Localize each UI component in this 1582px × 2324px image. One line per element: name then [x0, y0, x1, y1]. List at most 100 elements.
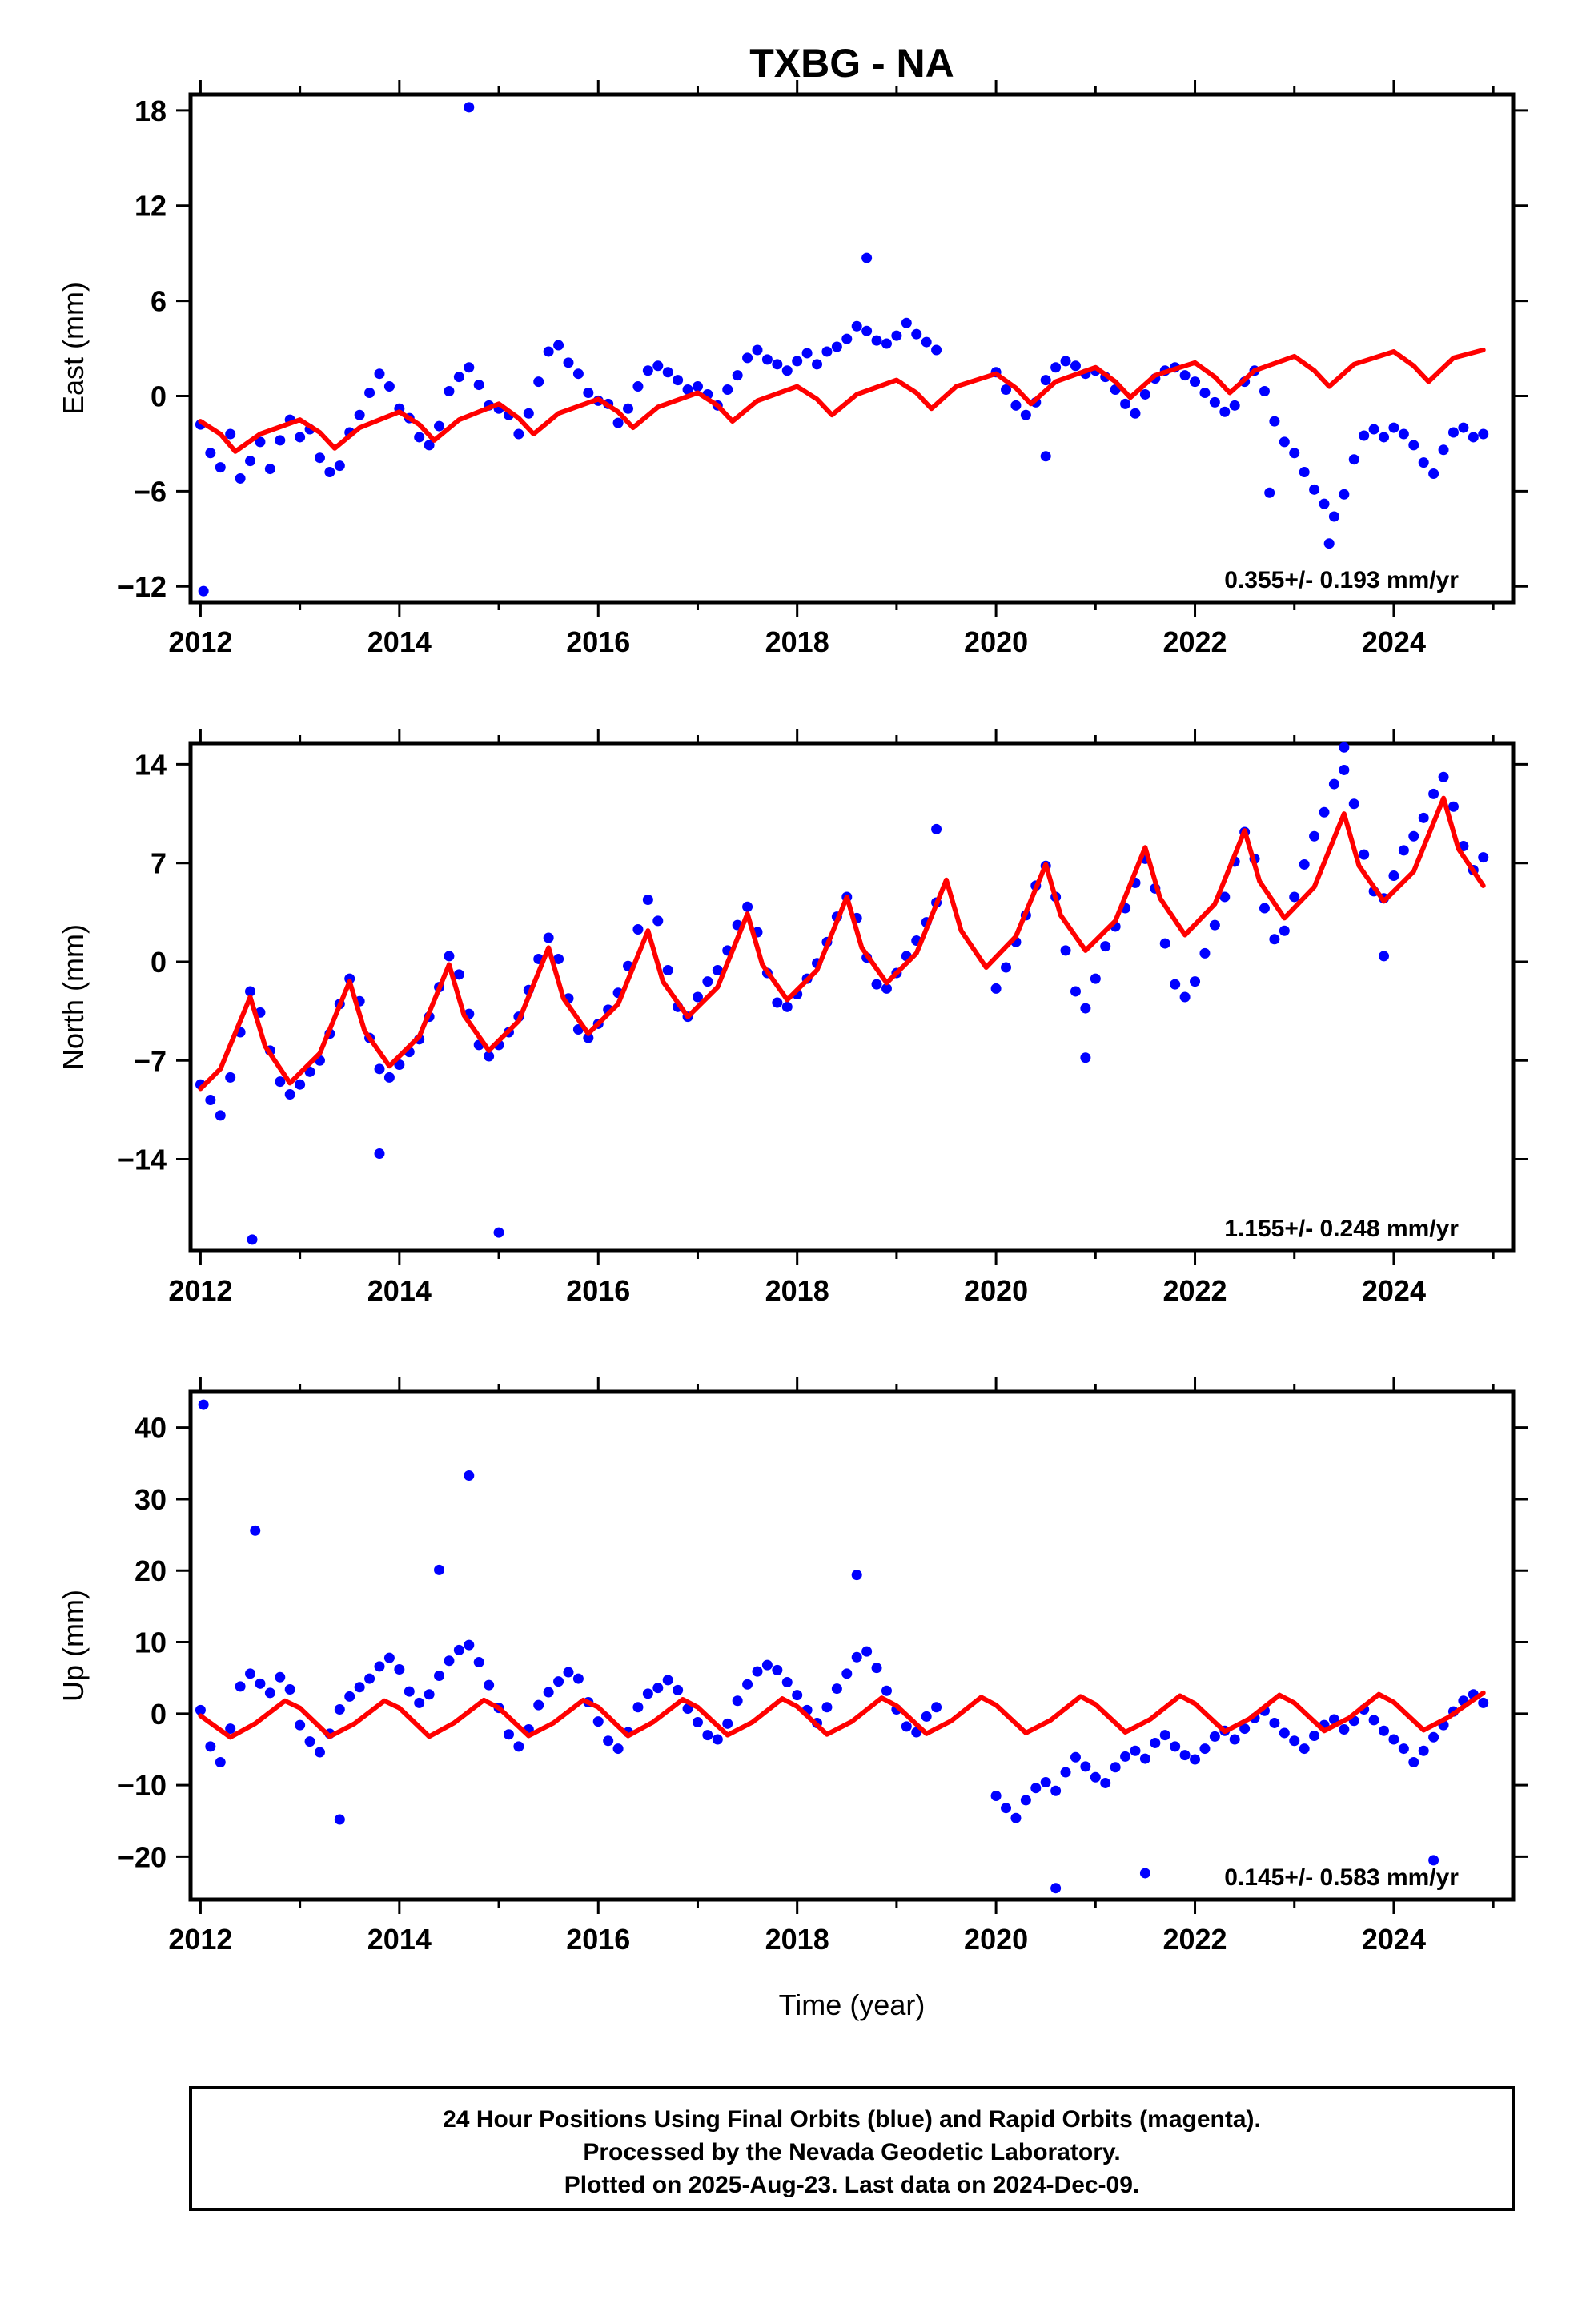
- chart-2-x-tick-label: 2020: [964, 1923, 1028, 1956]
- chart-1-data-point: [1379, 951, 1390, 962]
- chart-2-data-point: [225, 1723, 236, 1735]
- chart-1-y-tick-label: −7: [134, 1044, 167, 1077]
- chart-2-x-tick-label: 2016: [566, 1923, 630, 1956]
- chart-1-data-point: [493, 1227, 504, 1238]
- chart-0-data-point: [652, 360, 664, 372]
- chart-0-data-point: [1468, 432, 1479, 443]
- chart-2-data-point: [1289, 1735, 1300, 1747]
- chart-2-data-point: [434, 1671, 445, 1682]
- chart-0-data-point: [264, 464, 275, 475]
- chart-1-data-point: [1328, 778, 1339, 790]
- chart-2-data-point: [702, 1730, 713, 1741]
- chart-0-data-point: [772, 359, 783, 370]
- chart-0-data-point: [1348, 454, 1359, 465]
- chart-0-data-point: [513, 428, 524, 440]
- chart-2-data-point: [198, 1399, 209, 1410]
- chart-1-data-point: [712, 965, 723, 976]
- chart-1-data-point: [1219, 891, 1231, 903]
- chart-1-data-point: [772, 997, 783, 1008]
- chart-1-x-tick-label: 2014: [367, 1274, 432, 1307]
- chart-2-data-point: [383, 1652, 395, 1663]
- chart-2-data-point: [662, 1675, 673, 1686]
- chart-1-data-point: [1319, 806, 1330, 818]
- chart-1-plot-frame: [188, 741, 1516, 1253]
- chart-1-data-point: [1259, 903, 1270, 914]
- chart-2-data-point: [1209, 1731, 1220, 1742]
- chart-0-data-point: [1219, 406, 1231, 417]
- chart-2-data-point: [1398, 1743, 1409, 1755]
- chart-0-data-point: [1209, 396, 1220, 408]
- chart-0-data-point: [831, 341, 842, 352]
- chart-2-data-point: [1190, 1754, 1201, 1765]
- chart-2-data-point: [673, 1684, 684, 1695]
- chart-0-data-point: [1060, 356, 1071, 367]
- chart-2-data-point: [712, 1734, 723, 1745]
- chart-1-data-point: [553, 953, 564, 964]
- panel-north: 2012 2014 2016 2018 2020 2022 2024 −14 −7 0 7 14 Nor…: [57, 729, 1528, 1307]
- chart-2-data-point: [444, 1655, 455, 1667]
- chart-2-data-point: [1279, 1727, 1290, 1739]
- chart-0-data-point: [205, 448, 216, 459]
- chart-0-data-point: [891, 330, 902, 341]
- chart-1-data-point: [374, 1063, 385, 1075]
- chart-0-data-point: [198, 585, 209, 597]
- chart-2-data-point: [1070, 1751, 1081, 1763]
- chart-2-data-point: [1050, 1883, 1062, 1894]
- chart-2-data-point: [1428, 1855, 1439, 1866]
- chart-0-data-point: [752, 344, 763, 356]
- chart-2-y-tick-label: 20: [135, 1554, 167, 1587]
- chart-0-data-point: [1388, 422, 1399, 433]
- chart-2-data-point: [1269, 1717, 1280, 1728]
- chart-1-data-point: [1199, 947, 1211, 959]
- chart-2-data-point: [1020, 1795, 1031, 1806]
- chart-1-data-point: [1348, 798, 1359, 810]
- chart-2-data-point: [250, 1525, 261, 1536]
- chart-2-data-point: [1368, 1715, 1379, 1726]
- chart-0-data-point: [612, 417, 624, 428]
- chart-1-data-point: [284, 1089, 295, 1100]
- chart-2-data-point: [742, 1679, 753, 1690]
- chart-2-data-point: [205, 1741, 216, 1752]
- chart-2-data-point: [1060, 1767, 1071, 1778]
- chart-2-data-point: [1030, 1783, 1042, 1794]
- chart-1-data-point: [662, 965, 673, 976]
- chart-0-data-point: [1299, 467, 1310, 478]
- chart-0-data-point: [1139, 388, 1150, 400]
- chart-1-data-point: [1408, 830, 1419, 842]
- chart-1-data-point: [1090, 973, 1101, 984]
- chart-1-data-point: [543, 932, 554, 943]
- chart-0-data-point: [742, 352, 753, 364]
- chart-2-x-tick-label: 2022: [1162, 1923, 1227, 1956]
- chart-0-data-point: [801, 348, 813, 359]
- chart-0-data-point: [1050, 362, 1062, 373]
- chart-2-data-point: [603, 1735, 614, 1747]
- chart-0-y-tick-label: 0: [151, 380, 167, 412]
- chart-0-data-point: [1279, 436, 1290, 448]
- chart-2-data-point: [781, 1677, 793, 1688]
- chart-0-data-point: [931, 344, 942, 356]
- chart-2-data-point: [592, 1716, 604, 1727]
- chart-0-data-point: [1309, 484, 1320, 495]
- chart-0-x-tick-label: 2012: [168, 625, 232, 658]
- chart-2-data-point: [921, 1711, 932, 1722]
- x-axis-label: Time (year): [779, 1988, 926, 2021]
- chart-0-data-point: [732, 370, 743, 381]
- chart-0-data-point: [1359, 430, 1370, 441]
- chart-2-data-point: [1239, 1723, 1251, 1735]
- chart-2-y-tick-label: 10: [135, 1626, 167, 1659]
- chart-1-data-point: [1388, 870, 1399, 882]
- chart-1-data-point: [1398, 845, 1409, 856]
- chart-0-data-point: [583, 387, 594, 398]
- chart-2-data-point: [821, 1702, 833, 1713]
- chart-1-data-point: [247, 1234, 258, 1245]
- chart-0-rate-label: 0.355+/- 0.193 mm/yr: [1224, 567, 1459, 593]
- chart-2-data-point: [1478, 1697, 1489, 1708]
- chart-0-data-point: [673, 375, 684, 386]
- chart-2-model-line: [198, 1690, 1486, 1740]
- chart-1-x-tick-label: 2012: [168, 1274, 232, 1307]
- chart-2-data-point: [990, 1791, 1002, 1802]
- chart-1-data-point: [453, 969, 464, 980]
- chart-1-data-point: [1438, 771, 1449, 782]
- chart-2-data-point: [563, 1667, 574, 1678]
- chart-0-data-point: [1328, 511, 1339, 522]
